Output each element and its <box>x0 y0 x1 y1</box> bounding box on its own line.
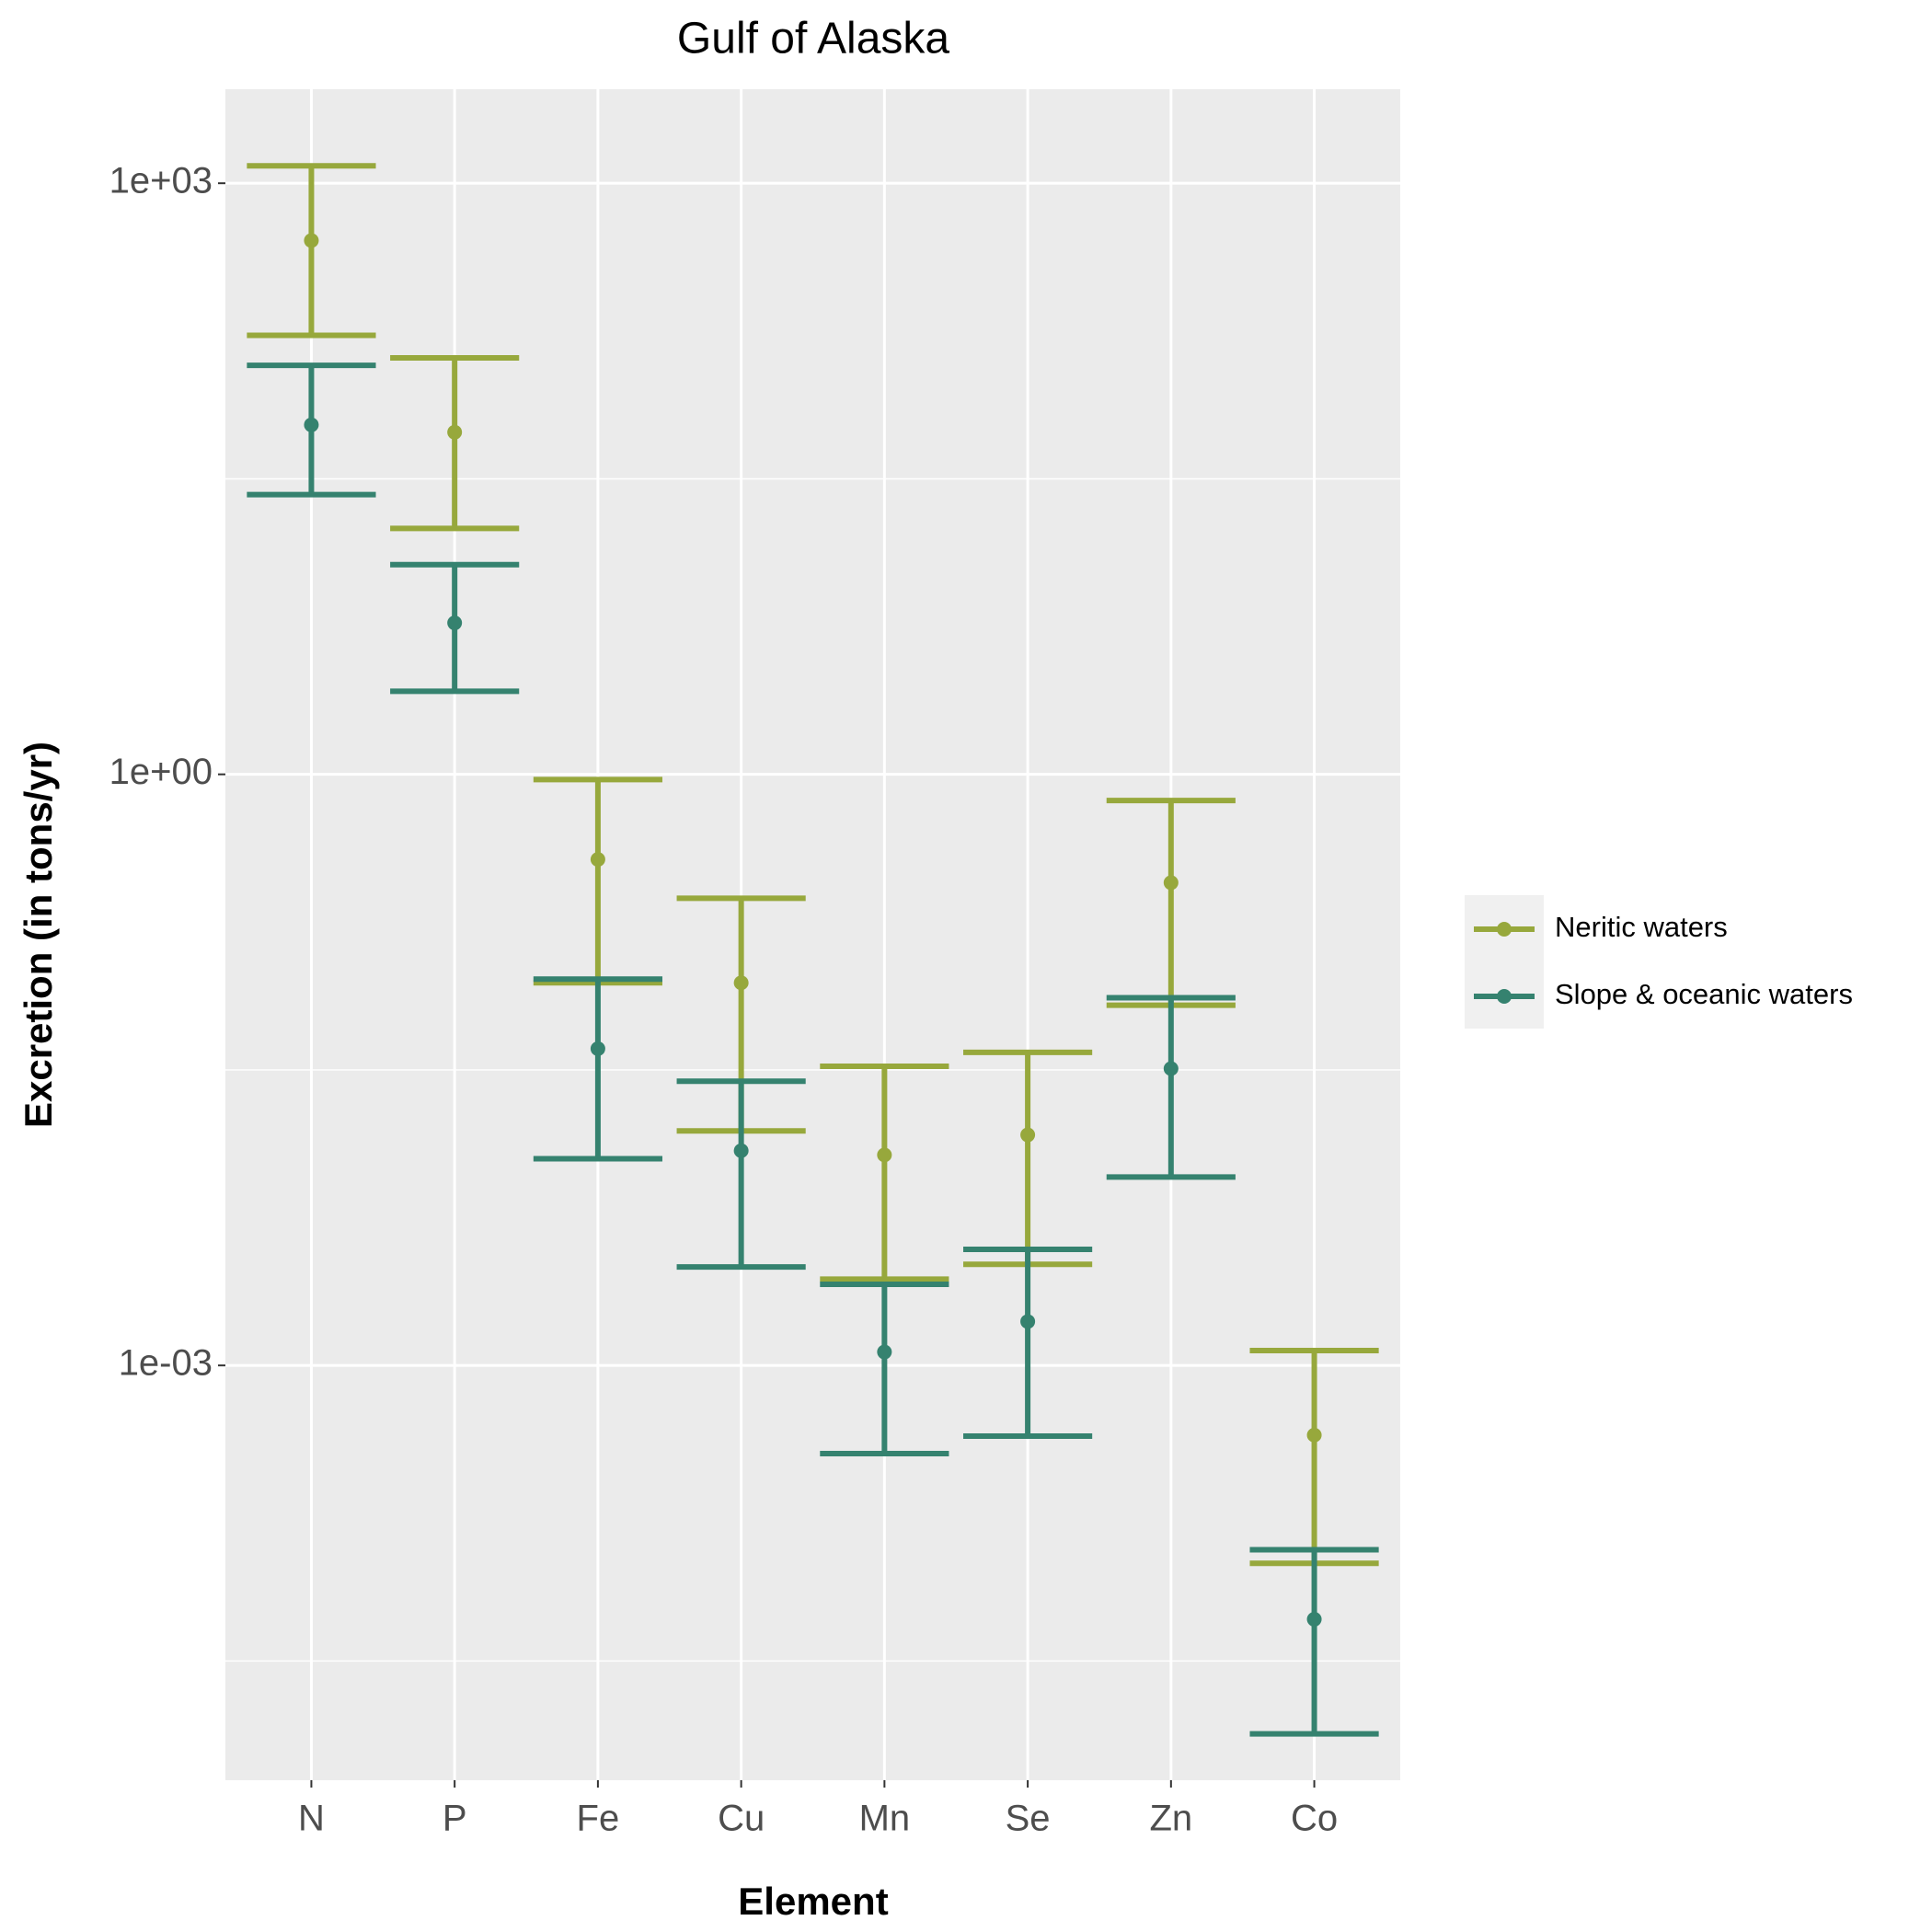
legend-key-point <box>1497 989 1512 1004</box>
legend-label: Slope & oceanic waters <box>1555 978 1853 1010</box>
x-axis-label: Element <box>738 1880 888 1923</box>
x-tick-label: Co <box>1291 1799 1338 1839</box>
point <box>1306 1427 1322 1443</box>
point <box>447 424 463 440</box>
y-tick-label: 1e+03 <box>109 161 213 201</box>
point <box>877 1344 892 1360</box>
chart-title: Gulf of Alaska <box>677 15 949 63</box>
point <box>733 1143 749 1158</box>
point <box>590 852 605 868</box>
y-axis-label: Excretion (in tons/yr) <box>17 742 60 1128</box>
point <box>1020 1314 1036 1329</box>
x-tick-label: Fe <box>577 1799 620 1839</box>
point <box>1163 1061 1179 1076</box>
panel <box>225 89 1400 1780</box>
x-tick-label: Zn <box>1149 1799 1192 1839</box>
y-tick-label: 1e+00 <box>109 752 213 792</box>
x-tick-label: N <box>298 1799 325 1839</box>
x-tick-label: Cu <box>718 1799 765 1839</box>
point <box>590 1041 605 1056</box>
point <box>1163 875 1179 891</box>
y-tick-label: 1e-03 <box>119 1343 213 1384</box>
x-tick-label: Mn <box>859 1799 911 1839</box>
legend-key-point <box>1497 922 1512 937</box>
point <box>304 417 319 432</box>
x-tick-label: Se <box>1006 1799 1051 1839</box>
legend-label: Neritic waters <box>1555 911 1728 943</box>
point <box>1306 1612 1322 1627</box>
point <box>733 975 749 991</box>
point <box>1020 1127 1036 1143</box>
legend-key-background <box>1465 895 1544 1029</box>
point <box>877 1147 892 1163</box>
x-tick-label: P <box>443 1799 467 1839</box>
point <box>304 233 319 248</box>
point <box>447 615 463 631</box>
